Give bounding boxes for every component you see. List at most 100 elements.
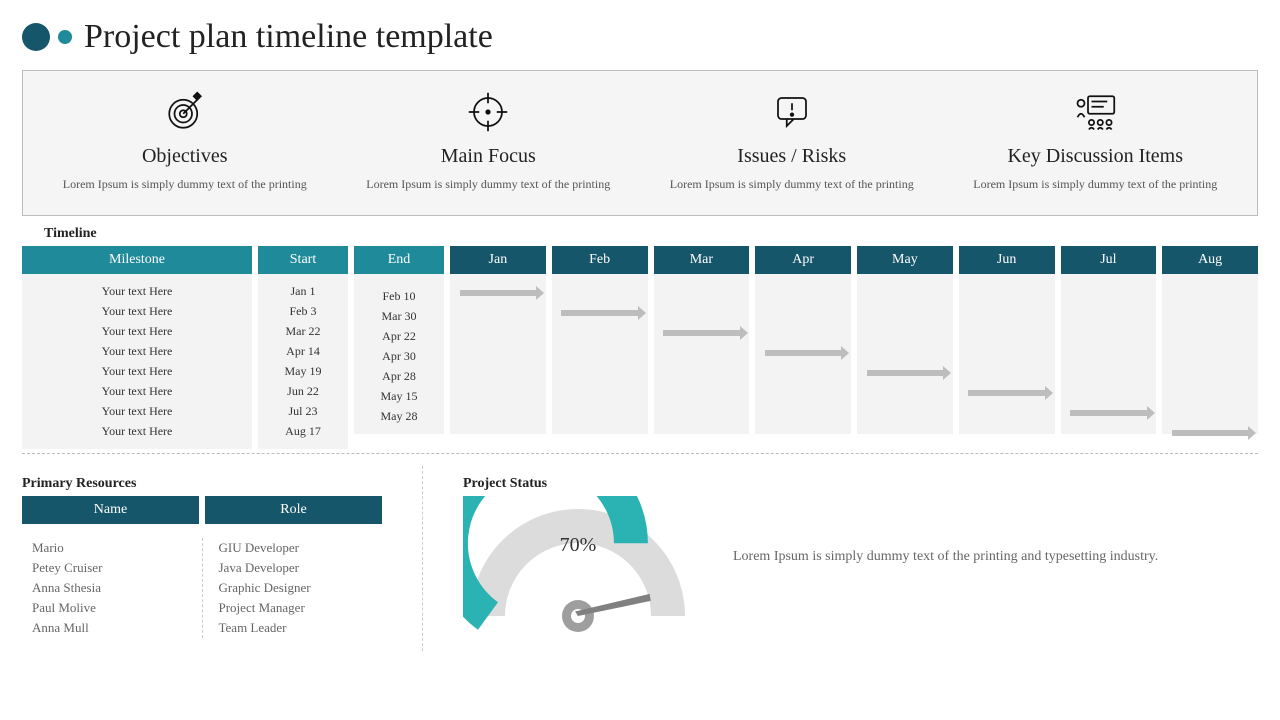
column-header: Apr: [755, 246, 851, 274]
cell: Apr 28: [358, 369, 440, 384]
cell: Apr 30: [358, 349, 440, 364]
column-header: Mar: [654, 246, 750, 274]
overview-panel: Objectives Lorem Ipsum is simply dummy t…: [22, 70, 1258, 216]
gantt-arrow: [867, 370, 944, 376]
overview-risks: Issues / Risks Lorem Ipsum is simply dum…: [646, 89, 937, 193]
cell: Jun 22: [262, 384, 344, 399]
cell: Your text Here: [26, 324, 248, 339]
gantt-arrow: [1172, 430, 1249, 436]
gantt-arrow: [460, 290, 537, 296]
column-header: Feb: [552, 246, 648, 274]
cell: Mar 22: [262, 324, 344, 339]
resources-roles: GIU DeveloperJava DeveloperGraphic Desig…: [209, 538, 383, 638]
overview-desc: Lorem Ipsum is simply dummy text of the …: [343, 176, 634, 193]
presentation-icon: [950, 89, 1241, 135]
target-icon: [39, 89, 330, 135]
resource-role: Team Leader: [209, 618, 383, 638]
divider-dashed: [22, 453, 1258, 454]
overview-focus: Main Focus Lorem Ipsum is simply dummy t…: [343, 89, 634, 193]
column-header: Start: [258, 246, 348, 274]
cell: May 15: [358, 389, 440, 404]
overview-title: Key Discussion Items: [950, 145, 1241, 168]
overview-discussion: Key Discussion Items Lorem Ipsum is simp…: [950, 89, 1241, 193]
column-header: Milestone: [22, 246, 252, 274]
dot-large: [22, 23, 50, 51]
page-header: Project plan timeline template: [22, 18, 1258, 56]
cell: Feb 3: [262, 304, 344, 319]
overview-title: Objectives: [39, 145, 330, 168]
resources-role-header: Role: [205, 496, 382, 524]
gantt-arrow: [968, 390, 1045, 396]
resource-name: Petey Cruiser: [22, 558, 196, 578]
cell: Your text Here: [26, 384, 248, 399]
resources-names: MarioPetey CruiserAnna SthesiaPaul Moliv…: [22, 538, 196, 638]
overview-desc: Lorem Ipsum is simply dummy text of the …: [39, 176, 330, 193]
overview-desc: Lorem Ipsum is simply dummy text of the …: [646, 176, 937, 193]
timeline-column: Feb: [552, 246, 648, 449]
cell: Your text Here: [26, 364, 248, 379]
gauge-percent: 70%: [463, 534, 693, 557]
cell: Mar 30: [358, 309, 440, 324]
resource-role: GIU Developer: [209, 538, 383, 558]
resources-panel: Primary Resources Name Role MarioPetey C…: [22, 466, 382, 651]
column-body: Feb 10 Mar 30 Apr 22 Apr 30 Apr 28 May 15 May …: [354, 274, 444, 434]
cell: Your text Here: [26, 284, 248, 299]
column-body: [857, 274, 953, 434]
cell: May 28: [358, 409, 440, 424]
resources-body: MarioPetey CruiserAnna SthesiaPaul Moliv…: [22, 524, 382, 638]
timeline-column: StartJan 1Feb 3Mar 22Apr 14May 19Jun 22J…: [258, 246, 348, 449]
page-title: Project plan timeline template: [84, 18, 493, 56]
timeline-grid: MilestoneYour text HereYour text HereYou…: [22, 246, 1258, 449]
cell: Aug 17: [262, 424, 344, 439]
cell: May 19: [262, 364, 344, 379]
column-body: [755, 274, 851, 434]
bottom-row: Primary Resources Name Role MarioPetey C…: [22, 466, 1258, 651]
timeline-column: Aug: [1162, 246, 1258, 449]
resource-name: Anna Mull: [22, 618, 196, 638]
column-body: [959, 274, 1055, 434]
overview-desc: Lorem Ipsum is simply dummy text of the …: [950, 176, 1241, 193]
cell: Jan 1: [262, 284, 344, 299]
resources-separator: [202, 538, 203, 638]
crosshair-icon: [343, 89, 634, 135]
resource-role: Java Developer: [209, 558, 383, 578]
column-header: End: [354, 246, 444, 274]
column-body: [654, 274, 750, 434]
column-body: [1162, 274, 1258, 434]
resources-header: Name Role: [22, 496, 382, 524]
column-body: [552, 274, 648, 434]
dot-small: [58, 30, 72, 44]
column-header: Jan: [450, 246, 546, 274]
gantt-arrow: [765, 350, 842, 356]
cell: Apr 14: [262, 344, 344, 359]
column-header: Jun: [959, 246, 1055, 274]
resource-name: Anna Sthesia: [22, 578, 196, 598]
resource-name: Paul Molive: [22, 598, 196, 618]
column-header: Jul: [1061, 246, 1157, 274]
cell: Your text Here: [26, 424, 248, 439]
cell: Jul 23: [262, 404, 344, 419]
resources-name-header: Name: [22, 496, 199, 524]
column-body: Jan 1 Feb 3 Mar 22 Apr 14 May 19 Jun 22 Jul 23…: [258, 274, 348, 449]
cell: Your text Here: [26, 304, 248, 319]
status-panel: Project Status 70% Lorem Ipsum is simply…: [463, 466, 1258, 651]
gantt-arrow: [561, 310, 638, 316]
overview-title: Issues / Risks: [646, 145, 937, 168]
cell: Apr 22: [358, 329, 440, 344]
column-header: May: [857, 246, 953, 274]
column-body: Your text Here Your text Here Your text He…: [22, 274, 252, 449]
timeline-column: End Feb 10 Mar 30 Apr 22 Apr 30 Apr 28 May 15 M…: [354, 246, 444, 449]
resource-role: Graphic Designer: [209, 578, 383, 598]
decorative-dots: [22, 23, 72, 51]
resource-role: Project Manager: [209, 598, 383, 618]
timeline-column: Mar: [654, 246, 750, 449]
timeline-column: May: [857, 246, 953, 449]
status-description: Lorem Ipsum is simply dummy text of the …: [733, 496, 1258, 567]
overview-title: Main Focus: [343, 145, 634, 168]
column-body: [450, 274, 546, 434]
timeline-column: MilestoneYour text HereYour text HereYou…: [22, 246, 252, 449]
resources-label: Primary Resources: [22, 476, 382, 492]
cell: Feb 10: [358, 289, 440, 304]
timeline-column: Apr: [755, 246, 851, 449]
gantt-arrow: [1070, 410, 1147, 416]
